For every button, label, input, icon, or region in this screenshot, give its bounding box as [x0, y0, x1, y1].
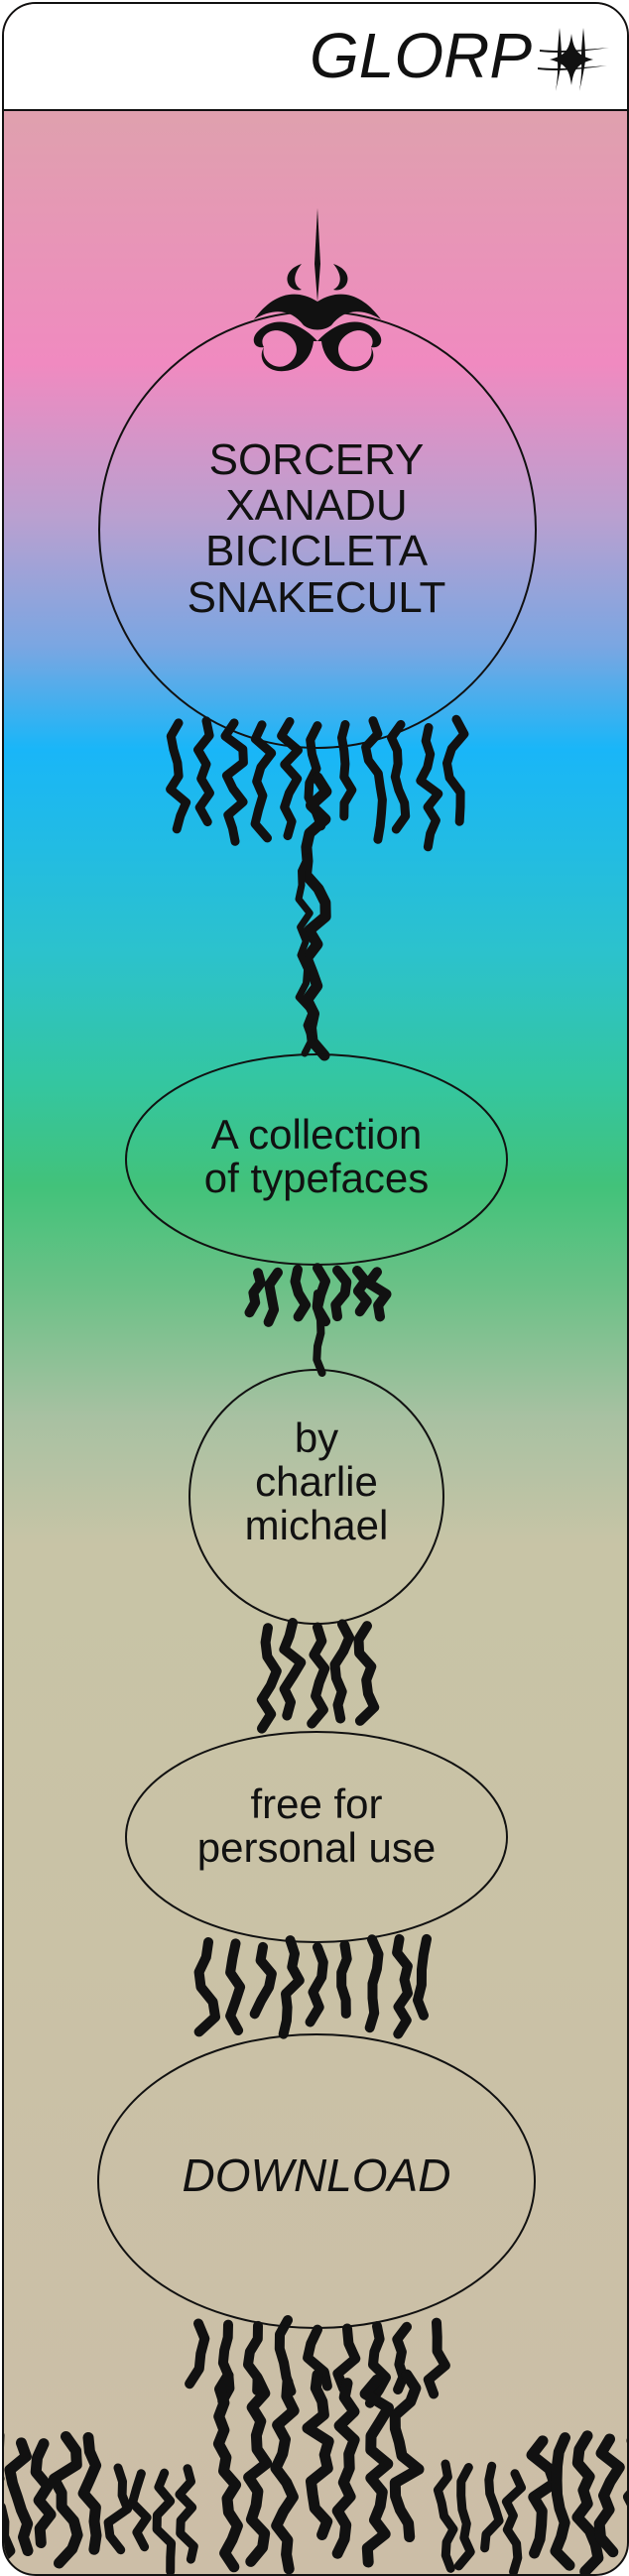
- ink-root-stroke: [305, 1942, 328, 2027]
- ink-root-stroke: [175, 2464, 198, 2564]
- ink-root-stroke: [363, 1267, 392, 1322]
- tagline-ellipse: [125, 1053, 508, 1266]
- site-header: GLORP: [4, 4, 627, 111]
- ink-root-stroke: [128, 2469, 152, 2552]
- ink-root-stroke: [330, 1265, 352, 1322]
- ink-root-stroke: [166, 718, 191, 834]
- ink-root-stroke: [312, 1289, 326, 1377]
- author-circle: [189, 1369, 444, 1625]
- ink-root-stroke: [290, 1265, 312, 1322]
- ink-root-stroke: [413, 1933, 432, 2021]
- ink-root-stroke: [295, 853, 316, 1057]
- ink-root-stroke: [193, 1937, 220, 2037]
- download-ellipse: [97, 2033, 536, 2329]
- ink-root-stroke: [220, 718, 248, 846]
- ink-root-stroke: [4, 2437, 34, 2556]
- ink-root-stroke: [185, 2318, 210, 2390]
- ink-root-stroke: [336, 1940, 352, 2019]
- ink-root-stroke: [416, 723, 443, 852]
- ink-root-stroke: [77, 2431, 102, 2555]
- ink-root-stroke: [152, 2468, 177, 2574]
- hero-circle: [98, 310, 537, 749]
- ink-root-stroke: [302, 2369, 334, 2540]
- ink-root-stroke: [480, 2461, 504, 2553]
- ink-root-stroke: [332, 2323, 361, 2393]
- ink-root-stroke: [49, 2431, 83, 2569]
- license-ellipse: [125, 1731, 508, 1943]
- ink-root-stroke: [307, 1622, 330, 1729]
- ink-root-stroke: [243, 2374, 273, 2567]
- ink-root-stroke: [364, 2321, 391, 2408]
- ink-root-stroke: [501, 2469, 526, 2574]
- ink-root-stroke: [526, 2435, 561, 2559]
- ink-root-stroke: [442, 714, 469, 826]
- ink-root-stroke: [571, 2430, 604, 2574]
- site-logo[interactable]: GLORP: [309, 20, 532, 91]
- ink-root-stroke: [550, 2432, 575, 2571]
- ink-root-stroke: [217, 2319, 235, 2406]
- ink-root-stroke: [392, 2321, 412, 2394]
- ink-root-stroke: [389, 2369, 425, 2542]
- ink-root-stroke: [453, 2463, 475, 2571]
- ink-root-stroke: [30, 2438, 57, 2548]
- ink-root-stroke: [212, 2370, 243, 2573]
- ink-root-stroke: [352, 1266, 372, 1317]
- ink-art: [4, 208, 627, 2574]
- download-button[interactable]: [98, 2035, 535, 2333]
- ink-root-stroke: [256, 1623, 282, 1734]
- ink-root-stroke: [4, 2433, 16, 2564]
- ink-root-stroke: [337, 719, 357, 821]
- ink-root-stroke: [250, 720, 277, 843]
- ink-root-stroke: [225, 1938, 246, 2035]
- ink-root-stroke: [279, 1618, 307, 1721]
- ink-root-stroke: [331, 2378, 360, 2559]
- ink-root-stroke: [364, 1934, 384, 2033]
- four-point-sparkle-hash-icon: [538, 28, 609, 91]
- ink-root-stroke: [278, 1935, 305, 2039]
- ink-root-stroke: [244, 1268, 266, 1318]
- ink-root-stroke: [329, 1619, 355, 1724]
- ink-root-stroke: [193, 716, 214, 827]
- ink-root-stroke: [277, 717, 303, 841]
- ink-root-stroke: [103, 2463, 133, 2555]
- ink-root-stroke: [593, 2433, 625, 2558]
- ink-root-stroke: [249, 1941, 277, 2020]
- ink-root-stroke: [263, 1267, 283, 1327]
- ink-root-stroke: [387, 719, 411, 834]
- ink-root-stroke: [423, 2317, 450, 2399]
- ink-root-stroke: [359, 2374, 394, 2568]
- ink-root-stroke: [433, 2459, 458, 2573]
- ink-root-stroke: [270, 2376, 300, 2574]
- serpent-ornament-icon: [253, 208, 382, 372]
- ink-root-stroke: [353, 1621, 380, 1726]
- ink-root-stroke: [303, 2324, 332, 2392]
- ink-root-stroke: [392, 1933, 413, 2039]
